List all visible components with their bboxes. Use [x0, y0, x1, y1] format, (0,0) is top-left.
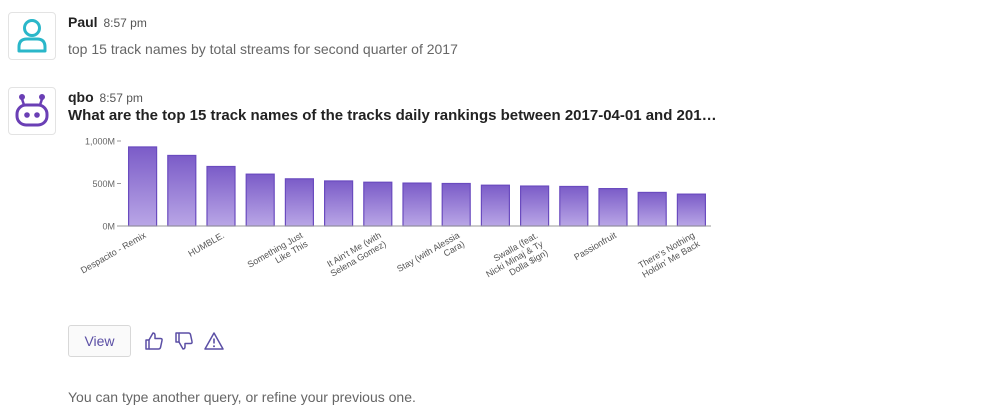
bar[interactable]	[167, 154, 197, 227]
bar[interactable]	[284, 178, 314, 227]
bar[interactable]	[402, 182, 432, 227]
x-tick-label: Despacito - Remix	[79, 230, 148, 276]
bar[interactable]	[480, 184, 510, 227]
thumbs-up-icon[interactable]	[144, 331, 164, 351]
bar[interactable]	[206, 165, 236, 227]
bar[interactable]	[127, 146, 158, 227]
y-tick-label: 500M	[92, 179, 115, 189]
x-tick-label: It Ain't Me (withSelena Gomez)	[324, 230, 388, 279]
bar[interactable]	[676, 193, 707, 227]
bot-avatar	[8, 87, 56, 135]
x-axis: Despacito - Remix HUMBLE. Something JustLi…	[79, 225, 711, 288]
y-tick-label: 1,000M	[85, 137, 115, 147]
bars	[127, 146, 707, 227]
bar[interactable]	[363, 181, 393, 227]
x-tick-label-line: Despacito - Remix	[79, 230, 148, 276]
author-name: qbo	[68, 89, 94, 105]
view-button[interactable]: View	[68, 325, 131, 357]
footer-hint: You can type another query, or refine yo…	[68, 389, 416, 405]
user-message-header: Paul 8:57 pm	[68, 14, 147, 30]
x-tick-label: Passionfruit	[572, 230, 618, 262]
bar[interactable]	[637, 191, 667, 227]
x-tick-label: Something JustLike This	[246, 230, 310, 279]
bar-chart: 0M 500M 1,000M Despacito - Remix HUMBLE. Som…	[79, 137, 711, 288]
y-axis: 0M 500M 1,000M	[85, 137, 121, 232]
x-tick-label-line: Passionfruit	[572, 230, 618, 262]
bar[interactable]	[598, 187, 628, 227]
x-tick-label: Stay (with AlessiaCara)	[395, 230, 466, 283]
author-name: Paul	[68, 14, 98, 30]
x-tick-label: HUMBLE.	[186, 230, 226, 259]
y-tick-label: 0M	[102, 222, 115, 232]
x-tick-label-line: HUMBLE.	[186, 230, 226, 259]
bar[interactable]	[559, 185, 589, 227]
warning-icon[interactable]	[204, 331, 224, 351]
interpreted-question: What are the top 15 track names of the t…	[68, 107, 718, 124]
robot-icon	[15, 94, 49, 127]
message-time: 8:57 pm	[103, 16, 147, 30]
message-time: 8:57 pm	[99, 91, 143, 105]
bar[interactable]	[520, 185, 550, 227]
user-query-text: top 15 track names by total streams for …	[68, 41, 458, 57]
bot-message-header: qbo 8:57 pm	[68, 89, 143, 105]
bar[interactable]	[441, 182, 471, 227]
user-icon	[17, 19, 47, 53]
x-tick-label: Swalla (feat.Nicki Minaj & TyDolla $ign)	[479, 230, 550, 288]
thumbs-down-icon[interactable]	[174, 331, 194, 351]
user-avatar	[8, 12, 56, 60]
x-tick-label: There's NothingHoldin' Me Back	[635, 230, 702, 280]
bar[interactable]	[245, 173, 275, 227]
bar[interactable]	[324, 180, 354, 227]
